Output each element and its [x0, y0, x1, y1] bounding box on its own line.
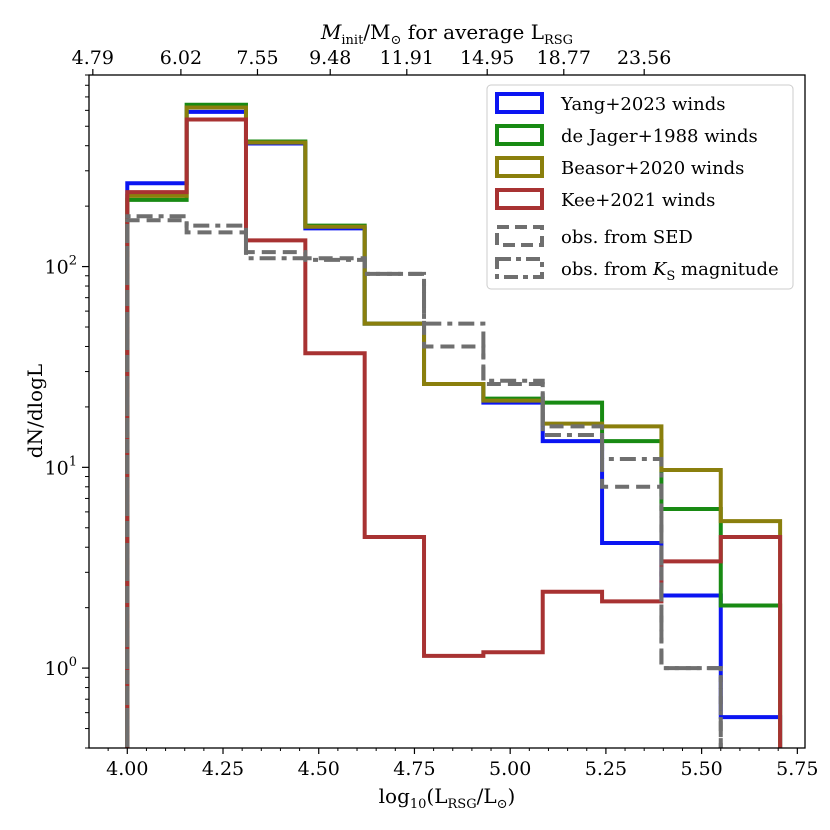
legend-swatch-obs-from-k-s-magnitude	[495, 257, 544, 279]
legend: Yang+2023 winds de Jager+1988 winds Beas…	[486, 84, 794, 290]
plot-frame	[88, 74, 806, 749]
top-tick-label: 7.55	[236, 47, 278, 69]
legend-label-dejager: de Jager+1988 winds	[561, 126, 758, 147]
x-tick-label: 5.75	[776, 758, 818, 780]
legend-label-sed: obs. from SED	[561, 227, 693, 248]
top-tick-label: 9.48	[309, 47, 351, 69]
y-axis: 100 101 102	[45, 74, 89, 749]
top-axis: 4.79 6.02 7.55 9.48 11.91 14.95 18.77 23.56	[72, 47, 671, 75]
top-tick-label: 6.02	[160, 47, 202, 69]
legend-label-kee: Kee+2021 winds	[561, 190, 715, 211]
x-tick-label: 5.00	[489, 758, 531, 780]
legend-label-beasor: Beasor+2020 winds	[561, 158, 744, 179]
top-tick-label: 11.91	[380, 47, 434, 69]
x-tick-label: 5.25	[585, 758, 627, 780]
legend-frame	[486, 84, 794, 290]
x-axis: 4.00 4.25 4.50 4.75 5.00 5.25 5.50 5.75	[106, 748, 818, 780]
x-tick-label: 4.25	[202, 758, 244, 780]
legend-swatch-de-jager-1988-winds	[495, 124, 544, 146]
legend-swatch-beasor-2020-winds	[495, 156, 544, 178]
y-tick-label: 101	[45, 454, 77, 479]
series-layer	[125, 102, 783, 748]
y-axis-title: dN/dlogL	[23, 364, 47, 458]
y-tick-label: 100	[45, 655, 77, 680]
legend-swatch-kee-2021-winds	[495, 188, 544, 210]
y-tick-label: 102	[45, 254, 77, 279]
top-axis-title: Minit/M⊙ for average LRSG	[320, 20, 573, 48]
top-tick-label: 4.79	[72, 47, 114, 69]
x-tick-label: 4.00	[106, 758, 148, 780]
series-kee-2021-winds	[125, 117, 783, 748]
top-tick-label: 23.56	[617, 47, 671, 69]
top-tick-label: 14.95	[460, 47, 514, 69]
x-tick-label: 4.50	[298, 758, 340, 780]
top-tick-label: 18.77	[537, 47, 591, 69]
legend-label-ks: obs. from KS magnitude	[561, 259, 779, 284]
x-tick-label: 4.75	[393, 758, 435, 780]
series-obs-from-k-s-magnitude	[125, 214, 723, 748]
series-beasor-2020-winds	[125, 105, 783, 748]
x-axis-title: log10(LRSG/L⊙)	[379, 784, 516, 812]
series-obs-from-sed	[125, 218, 723, 748]
legend-swatch-yang-2023-winds	[495, 92, 544, 114]
legend-swatch-obs-from-sed	[495, 225, 544, 247]
x-tick-label: 5.50	[680, 758, 722, 780]
legend-label-yang: Yang+2023 winds	[560, 94, 725, 115]
